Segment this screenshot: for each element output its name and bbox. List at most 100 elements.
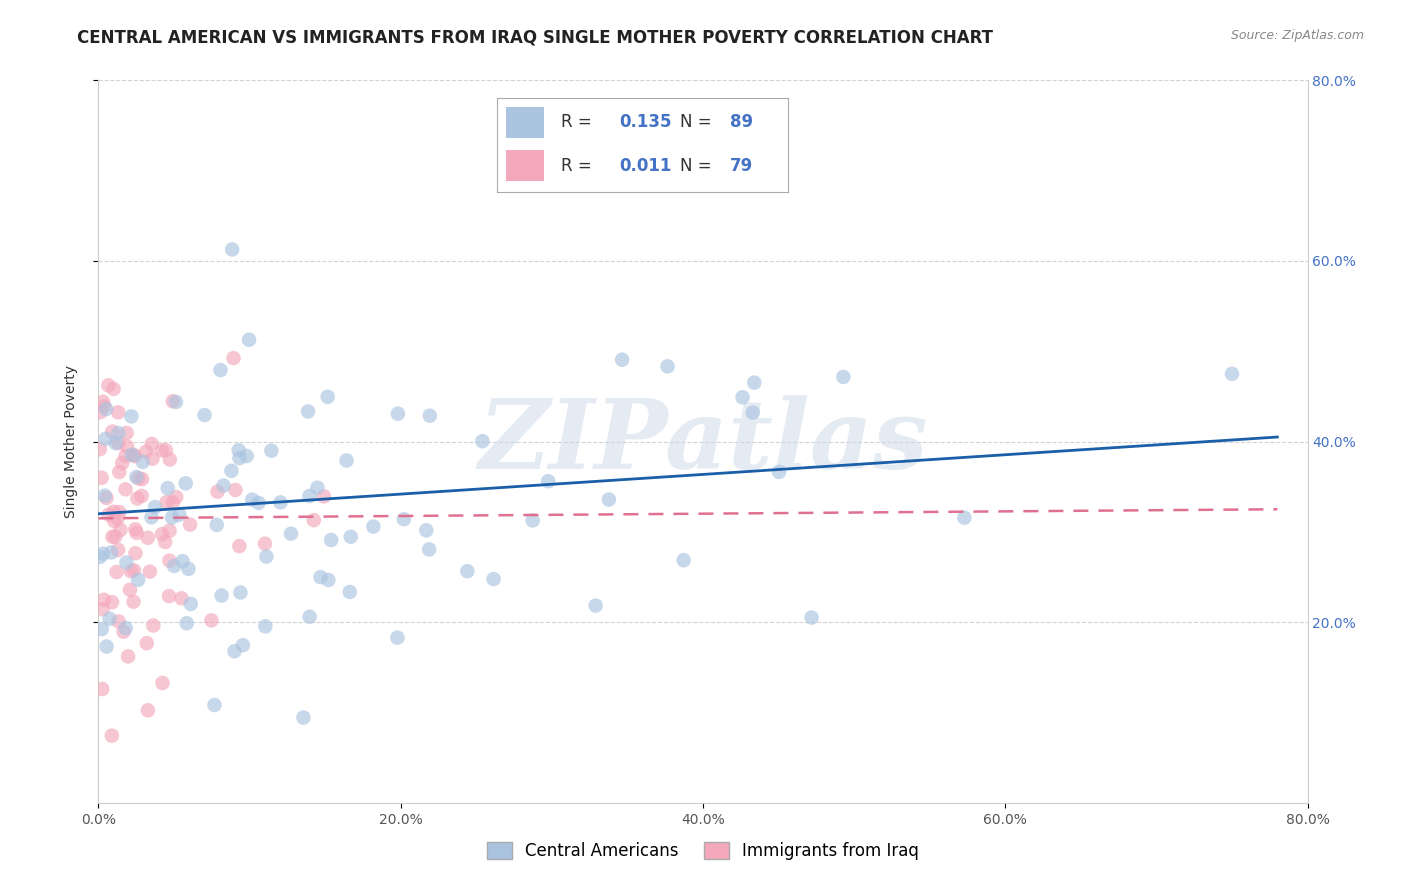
Text: Source: ZipAtlas.com: Source: ZipAtlas.com bbox=[1230, 29, 1364, 42]
Point bbox=[482, 572, 505, 586]
Point bbox=[125, 525, 148, 540]
Point bbox=[111, 456, 134, 470]
Point bbox=[387, 407, 409, 421]
Point bbox=[94, 402, 117, 417]
Point bbox=[235, 449, 257, 463]
Text: ZIPatlas: ZIPatlas bbox=[478, 394, 928, 489]
Point bbox=[260, 443, 283, 458]
Point bbox=[103, 514, 125, 528]
Point bbox=[101, 425, 124, 439]
Point bbox=[832, 370, 855, 384]
Point bbox=[238, 333, 260, 347]
Point bbox=[741, 406, 763, 420]
Point bbox=[91, 547, 114, 561]
Point bbox=[207, 484, 229, 499]
Point bbox=[212, 478, 235, 492]
Point bbox=[179, 517, 201, 532]
Point bbox=[108, 505, 131, 519]
Point bbox=[204, 698, 226, 712]
Point bbox=[174, 476, 197, 491]
Point bbox=[122, 448, 145, 462]
Point bbox=[107, 542, 129, 557]
Point bbox=[89, 549, 111, 564]
Point bbox=[297, 404, 319, 418]
Point bbox=[136, 703, 159, 717]
Point bbox=[101, 530, 124, 544]
Point bbox=[90, 622, 112, 636]
Point bbox=[94, 432, 117, 446]
Point bbox=[292, 710, 315, 724]
Point bbox=[107, 426, 129, 441]
Point bbox=[387, 631, 409, 645]
Point bbox=[120, 564, 142, 578]
Point bbox=[221, 243, 243, 257]
Point bbox=[610, 352, 633, 367]
Point bbox=[254, 549, 277, 564]
Point bbox=[141, 451, 163, 466]
Point bbox=[131, 472, 153, 486]
Point bbox=[96, 640, 118, 654]
Point bbox=[139, 565, 162, 579]
Point bbox=[118, 582, 141, 597]
Point bbox=[91, 394, 114, 409]
Point bbox=[302, 513, 325, 527]
Point bbox=[253, 537, 276, 551]
Point bbox=[254, 619, 277, 633]
Point bbox=[155, 443, 177, 458]
Point bbox=[180, 597, 202, 611]
Point bbox=[94, 489, 117, 503]
Point bbox=[221, 464, 243, 478]
Point bbox=[953, 510, 976, 524]
Point bbox=[90, 471, 112, 485]
Point bbox=[269, 495, 291, 509]
Point bbox=[110, 523, 132, 537]
Point bbox=[522, 513, 544, 527]
Point bbox=[205, 517, 228, 532]
Point bbox=[419, 409, 441, 423]
Point bbox=[124, 522, 146, 536]
Point bbox=[112, 624, 135, 639]
Point bbox=[162, 495, 184, 509]
Point bbox=[312, 489, 335, 503]
Point bbox=[105, 565, 128, 579]
Point bbox=[392, 512, 415, 526]
Point bbox=[114, 483, 136, 497]
Point bbox=[228, 539, 250, 553]
Point bbox=[319, 533, 342, 547]
Point bbox=[127, 573, 149, 587]
Point bbox=[150, 443, 173, 458]
Point bbox=[339, 530, 361, 544]
Point bbox=[1220, 367, 1243, 381]
Point bbox=[135, 636, 157, 650]
Point bbox=[318, 573, 340, 587]
Point bbox=[224, 483, 246, 497]
Point bbox=[141, 437, 163, 451]
Point bbox=[132, 455, 155, 469]
Point bbox=[177, 562, 200, 576]
Point bbox=[165, 490, 187, 504]
Point bbox=[156, 481, 179, 495]
Point bbox=[131, 489, 153, 503]
Point bbox=[93, 592, 115, 607]
Point bbox=[103, 505, 125, 519]
Point bbox=[169, 508, 191, 522]
Point bbox=[117, 649, 139, 664]
Point bbox=[211, 589, 233, 603]
Point bbox=[115, 425, 138, 440]
Point bbox=[162, 394, 184, 409]
Point bbox=[309, 570, 332, 584]
Point bbox=[240, 492, 263, 507]
Point bbox=[232, 638, 254, 652]
Point bbox=[97, 508, 120, 522]
Point bbox=[107, 405, 129, 419]
Point bbox=[298, 489, 321, 503]
Point bbox=[104, 436, 127, 450]
Point bbox=[101, 729, 124, 743]
Point bbox=[91, 602, 114, 616]
Point bbox=[742, 376, 765, 390]
Point bbox=[247, 496, 270, 510]
Point bbox=[209, 363, 232, 377]
Point bbox=[471, 434, 494, 449]
Point bbox=[153, 535, 176, 549]
Point bbox=[537, 474, 560, 488]
